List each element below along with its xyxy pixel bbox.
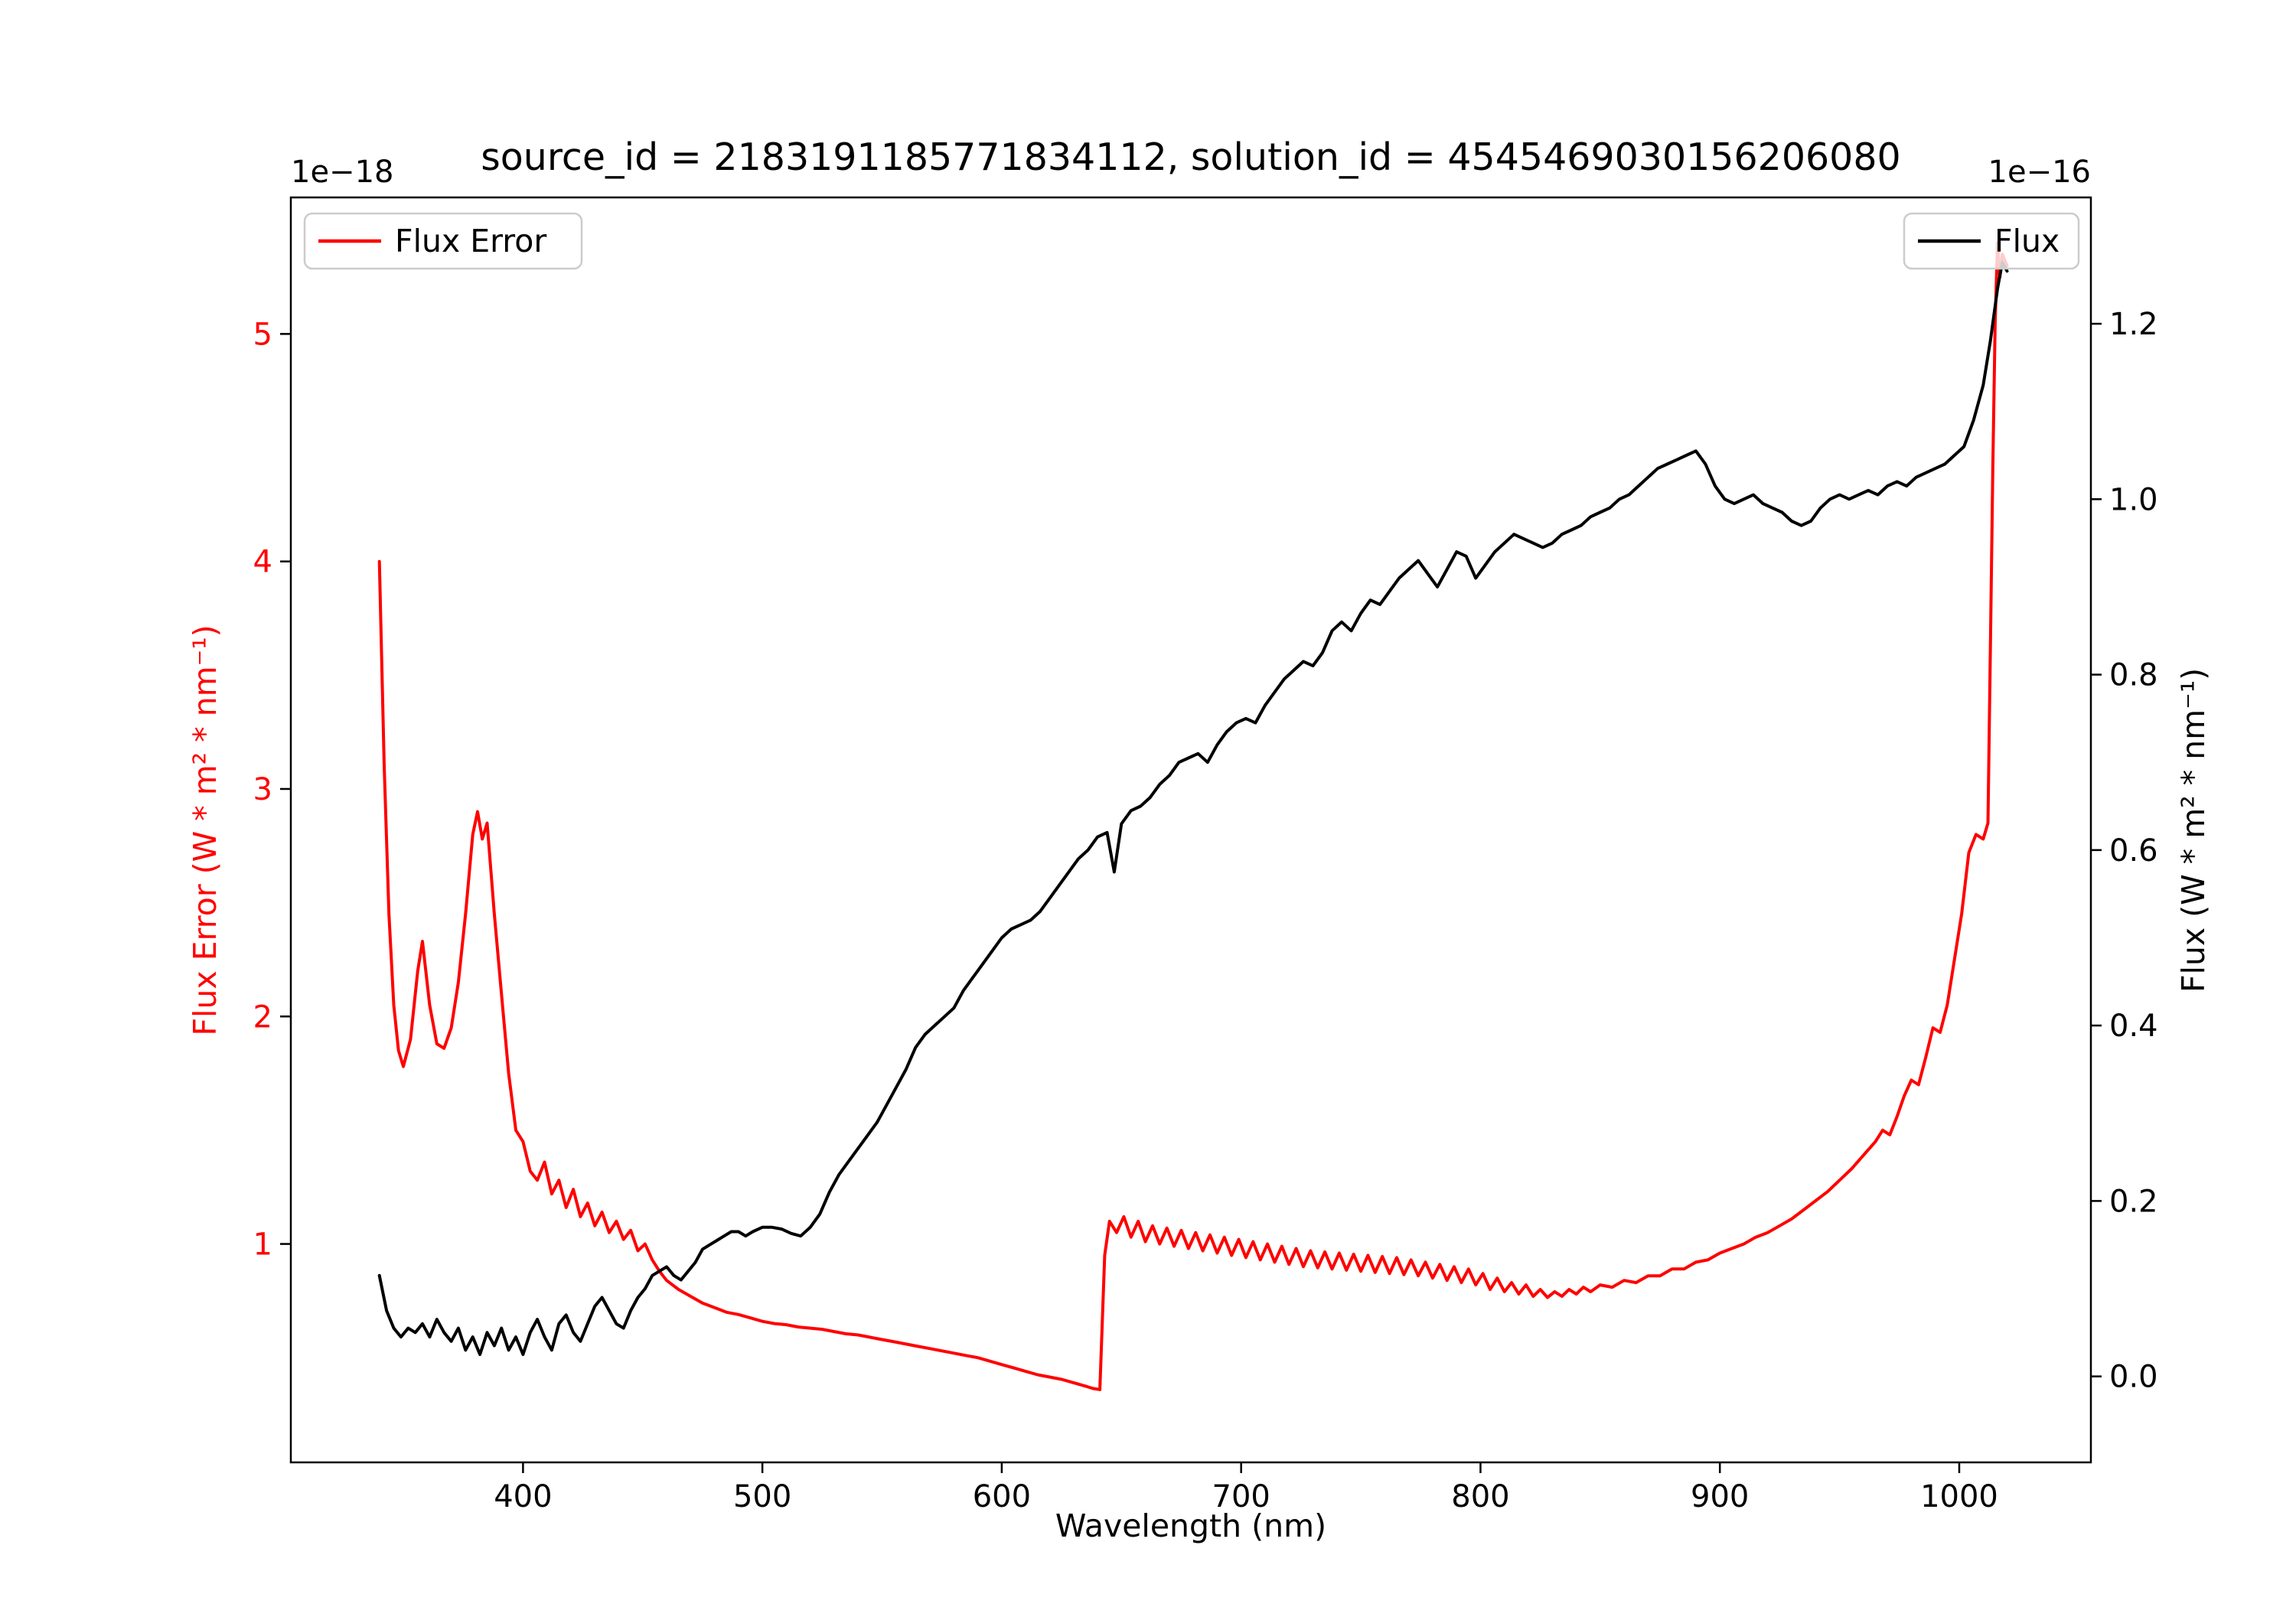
- axes-frame: [289, 196, 2092, 1464]
- x-tick-label: 1000: [1920, 1479, 1998, 1514]
- left-y-tick-label: 5: [253, 317, 272, 352]
- x-tick-label: 500: [733, 1479, 791, 1514]
- left-axis-scale-label: 1e−18: [291, 155, 393, 190]
- left-y-tick-label: 1: [253, 1227, 272, 1263]
- flux-error-line: [377, 241, 2009, 1391]
- right-y-tick-label: 0.6: [2109, 833, 2158, 869]
- legend-flux-error-label: Flux Error: [395, 223, 546, 259]
- right-y-axis-label: Flux (W * m² * nm⁻¹): [2175, 668, 2212, 993]
- legend-flux-label: Flux: [1994, 223, 2060, 259]
- x-tick-label: 700: [1212, 1479, 1270, 1514]
- right-y-tick-label: 1.2: [2109, 307, 2158, 342]
- right-y-tick-label: 1.0: [2109, 482, 2158, 517]
- x-tick-label: 600: [973, 1479, 1031, 1514]
- chart-title: source_id = 2183191185771834112, solutio…: [481, 135, 1900, 179]
- legend-flux-error: [303, 212, 583, 270]
- left-y-tick-label: 3: [253, 772, 272, 807]
- x-tick-label: 900: [1691, 1479, 1749, 1514]
- right-y-tick-label: 0.4: [2109, 1009, 2158, 1044]
- x-tick-label: 400: [494, 1479, 552, 1514]
- legend-flux-frame: [1903, 212, 2080, 270]
- right-y-tick-label: 0.2: [2109, 1184, 2158, 1219]
- right-y-tick-label: 0.8: [2109, 658, 2158, 693]
- right-axis-scale-label: 1e−16: [1988, 155, 2091, 190]
- left-y-tick-label: 4: [253, 545, 272, 580]
- legend-flux-error-frame: [303, 212, 583, 270]
- legend-flux: [1903, 212, 2080, 270]
- flux-line: [377, 260, 2009, 1356]
- x-tick-label: 800: [1451, 1479, 1509, 1514]
- right-y-tick-label: 0.0: [2109, 1360, 2158, 1395]
- left-y-axis-label: Flux Error (W * m² * nm⁻¹): [187, 624, 223, 1035]
- x-axis-label: Wavelength (nm): [1055, 1508, 1326, 1544]
- left-y-tick-label: 2: [253, 999, 272, 1035]
- plot-area: 400 500 600 700 800 900 1000 1 2 3 4 5 0.0 0.2 0.4 0.6 0…: [253, 196, 2158, 1514]
